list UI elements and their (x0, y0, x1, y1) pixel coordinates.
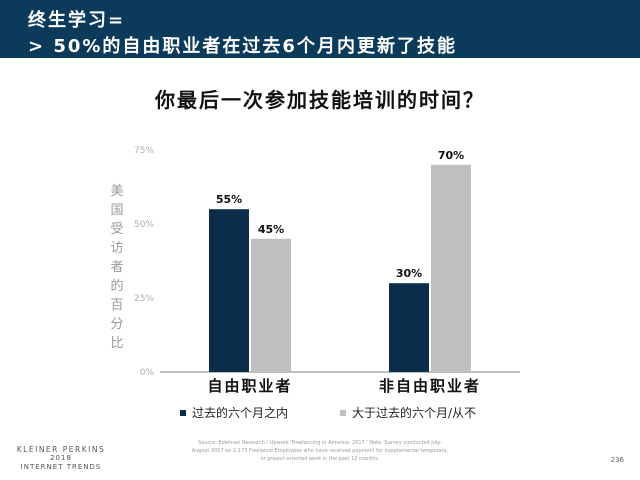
bar (389, 283, 429, 372)
data-label: 70% (438, 149, 464, 162)
y-tick-label: 75% (134, 146, 154, 156)
x-tick-label: 自由职业者 (207, 377, 292, 395)
legend-item-series-1: 过去的六个月之内 (180, 404, 288, 421)
bar (251, 238, 291, 372)
x-tick-label: 非自由职业者 (379, 377, 481, 395)
slide-header: 终生学习= > 50%的自由职业者在过去6个月内更新了技能 (0, 0, 640, 62)
legend-swatch-series-2 (340, 409, 346, 416)
data-label: 55% (216, 193, 242, 206)
y-axis-label: 美国受访者的百分比 (110, 184, 124, 351)
y-tick-label: 50% (134, 220, 154, 230)
bar (209, 209, 249, 372)
source-note: Source: Edelman Research / Upwork 'Freel… (191, 440, 449, 462)
data-label: 45% (258, 223, 284, 236)
header-subtitle: > 50%的自由职业者在过去6个月内更新了技能 (28, 36, 457, 57)
legend-label-series-2: 大于过去的六个月/从不 (352, 406, 477, 420)
data-label: 30% (396, 267, 422, 280)
legend-swatch-series-1 (180, 409, 186, 416)
y-tick-label: 0% (140, 368, 155, 378)
header-bar (0, 0, 640, 58)
logo-line-2: 2018 (50, 454, 72, 462)
chart-title: 你最后一次参加技能培训的时间？ (155, 88, 485, 112)
page-number: 236 (610, 456, 624, 464)
header-title: 终生学习= (28, 10, 126, 31)
legend: 过去的六个月之内 大于过去的六个月/从不 (0, 404, 640, 424)
legend-label-series-1: 过去的六个月之内 (192, 406, 289, 420)
legend-item-series-2: 大于过去的六个月/从不 (340, 404, 476, 421)
logo-line-3: INTERNET TRENDS (20, 463, 102, 471)
kleiner-perkins-logo: KLEINER PERKINS 2018 INTERNET TRENDS (6, 445, 116, 472)
bar (431, 164, 471, 372)
y-tick-label: 25% (134, 294, 154, 304)
logo-line-1: KLEINER PERKINS (16, 445, 106, 454)
